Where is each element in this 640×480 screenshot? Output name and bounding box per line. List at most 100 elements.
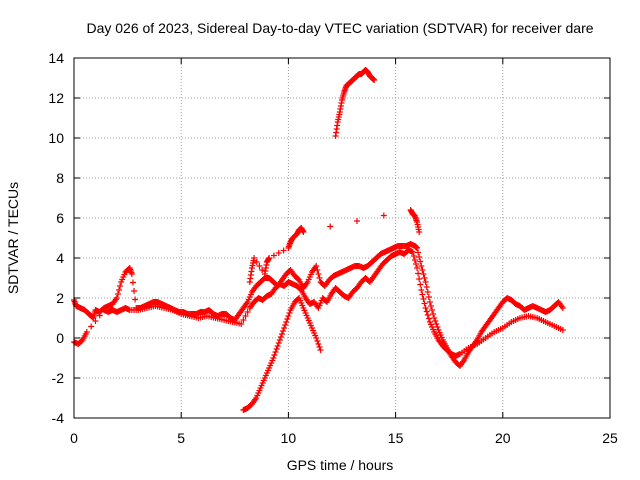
data-point [425, 294, 432, 300]
data-point [251, 255, 258, 261]
data-point [274, 343, 281, 349]
axis-tick-labels: 0 5 10 15 20 25 -4 -2 0 2 4 6 8 10 12 14 [48, 50, 618, 446]
data-point [313, 263, 320, 269]
data-point [414, 265, 421, 271]
data-point [113, 295, 120, 301]
data-point [371, 77, 378, 83]
data-point [270, 355, 277, 361]
data-point [409, 249, 416, 255]
data-point [416, 229, 423, 235]
data-point [380, 212, 387, 219]
data-point [424, 312, 431, 318]
y-tick-label: 12 [48, 90, 64, 106]
x-tick-label: 0 [70, 430, 78, 446]
data-point [281, 325, 288, 331]
data-point [424, 289, 431, 295]
y-tick-label: 8 [56, 170, 64, 186]
series-rising-track [240, 295, 324, 413]
data-point [275, 340, 282, 346]
data-point [128, 271, 135, 277]
data-point [92, 318, 99, 324]
data-point [411, 257, 418, 263]
y-tick-label: 2 [56, 290, 64, 306]
y-tick-label: 10 [48, 130, 64, 146]
data-point [117, 283, 124, 289]
data-point [275, 250, 282, 256]
data-point [422, 279, 429, 285]
data-point [131, 288, 138, 294]
x-axis-label: GPS time / hours [287, 457, 394, 473]
data-point [316, 344, 323, 350]
data-point [240, 317, 247, 323]
y-tick-label: 6 [56, 210, 64, 226]
data-point [284, 316, 291, 322]
series-secondary [71, 247, 566, 359]
data-point [316, 275, 323, 281]
data-point [422, 305, 429, 311]
data-point [317, 347, 324, 353]
data-point [313, 335, 320, 341]
data-point [132, 296, 139, 303]
data-point [244, 309, 251, 315]
data-point [315, 341, 322, 347]
data-point [238, 321, 245, 327]
data-point [114, 291, 121, 297]
data-point [423, 308, 430, 315]
data-point [276, 337, 283, 343]
data-point [272, 349, 279, 355]
x-tick-label: 25 [602, 430, 618, 446]
data-point [354, 218, 361, 224]
data-point [253, 259, 260, 265]
data-point [418, 287, 425, 293]
data-point [432, 318, 439, 324]
data-point [429, 307, 436, 313]
data-point [259, 267, 266, 273]
x-tick-label: 15 [388, 430, 404, 446]
data-point [314, 267, 321, 273]
y-tick-label: -2 [52, 370, 65, 386]
data-point [415, 270, 422, 277]
data-point [285, 313, 292, 319]
data-point [270, 252, 277, 259]
data-point [420, 271, 427, 277]
x-tick-label: 10 [281, 430, 297, 446]
data-point [426, 299, 433, 305]
y-tick-label: 4 [56, 250, 64, 266]
data-point [431, 315, 438, 321]
series-spike-peaks [246, 207, 423, 285]
data-point [286, 310, 293, 316]
data-point [116, 287, 123, 293]
data-point [415, 249, 422, 256]
y-tick-label: 0 [56, 330, 64, 346]
data-point [559, 305, 566, 311]
data-point [282, 322, 289, 328]
data-point [412, 261, 419, 267]
y-axis-label: SDTVAR / TECUs [5, 182, 21, 294]
data-point [300, 229, 307, 235]
data-point [419, 291, 426, 298]
data-point [421, 300, 428, 307]
data-point [420, 296, 427, 302]
data-point [83, 329, 90, 335]
data-point [278, 331, 285, 337]
data-point [427, 303, 434, 309]
data-point [277, 334, 284, 340]
data-point [315, 271, 322, 277]
chart-title: Day 026 of 2023, Sidereal Day-to-day VTE… [86, 20, 593, 36]
data-point [425, 315, 432, 322]
y-tick-label: -4 [52, 410, 65, 426]
x-tick-label: 5 [177, 430, 185, 446]
data-point [559, 327, 566, 333]
data-point [410, 253, 417, 259]
data-point [96, 312, 103, 319]
data-point [434, 324, 441, 330]
data-point [280, 247, 287, 254]
data-point [273, 346, 280, 352]
data-point [418, 263, 425, 269]
data-point [256, 263, 263, 269]
data-point [242, 313, 249, 319]
data-point [314, 338, 321, 344]
data-point [129, 279, 136, 286]
x-tick-label: 20 [495, 430, 511, 446]
